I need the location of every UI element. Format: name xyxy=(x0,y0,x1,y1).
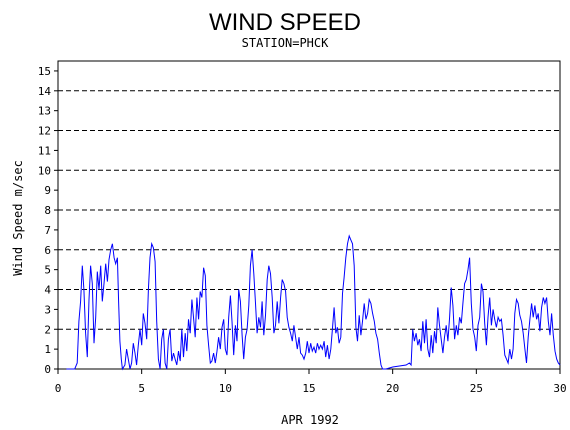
y-tick-label: 13 xyxy=(38,105,51,118)
x-tick-label: 5 xyxy=(138,382,145,395)
y-tick-label: 14 xyxy=(38,85,52,98)
y-tick-label: 3 xyxy=(44,303,51,316)
x-tick-label: 15 xyxy=(302,382,315,395)
y-tick-label: 5 xyxy=(44,264,51,277)
chart-title: WIND SPEED xyxy=(209,9,361,36)
y-tick-label: 9 xyxy=(44,184,51,197)
y-tick-label: 15 xyxy=(38,65,51,78)
y-axis-label: Wind Speed m/sec xyxy=(11,160,25,276)
data-series xyxy=(66,234,561,371)
grid-lines xyxy=(58,90,560,330)
y-tick-label: 2 xyxy=(44,323,51,336)
y-tick-label: 0 xyxy=(44,363,51,376)
y-tick-label: 6 xyxy=(44,244,51,257)
series-line xyxy=(66,234,561,371)
x-tick-label: 30 xyxy=(553,382,566,395)
y-tick-label: 7 xyxy=(44,224,51,237)
x-axis-label: APR 1992 xyxy=(281,413,339,427)
x-tick-label: 25 xyxy=(470,382,483,395)
x-tick-label: 20 xyxy=(386,382,399,395)
y-tick-label: 4 xyxy=(44,284,51,297)
y-tick-label: 1 xyxy=(44,343,51,356)
y-tick-label: 10 xyxy=(38,164,51,177)
x-tick-label: 10 xyxy=(219,382,232,395)
y-tick-label: 11 xyxy=(38,144,51,157)
x-tick-label: 0 xyxy=(55,382,62,395)
y-tick-label: 8 xyxy=(44,204,51,217)
y-tick-label: 12 xyxy=(38,125,51,138)
chart-subtitle: STATION=PHCK xyxy=(242,36,329,50)
